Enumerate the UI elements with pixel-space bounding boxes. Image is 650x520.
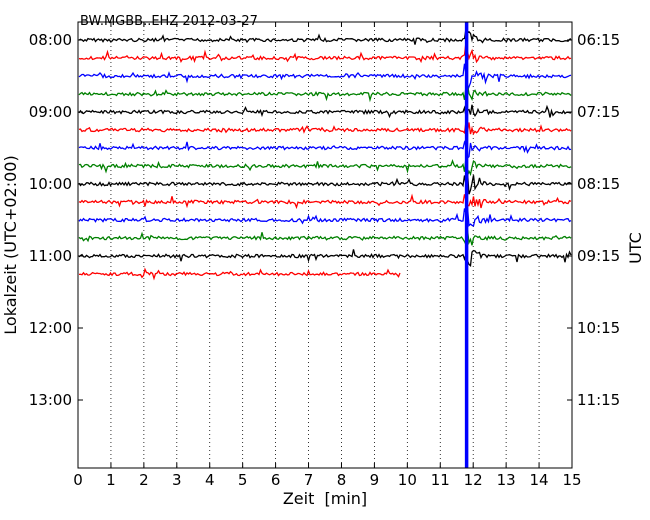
seismic-trace xyxy=(78,104,572,119)
right-tick-label: 07:15 xyxy=(577,103,620,121)
x-tick-label: 5 xyxy=(238,471,248,489)
grid-lines xyxy=(110,22,540,468)
y-axis-label-left: Lokalzeit (UTC+02:00) xyxy=(1,155,20,334)
x-tick-label: 11 xyxy=(431,471,450,489)
right-tick-label: 08:15 xyxy=(577,175,620,193)
x-axis: 0 1 2 3 4 5 6 7 8 9 10 11 12 13 14 15 xyxy=(73,22,582,489)
x-tick-label: 12 xyxy=(464,471,483,489)
seismic-trace xyxy=(78,157,572,177)
seismic-trace xyxy=(78,207,572,227)
x-tick-label: 15 xyxy=(562,471,581,489)
left-tick-label: 12:00 xyxy=(29,319,72,337)
seismic-trace xyxy=(78,121,572,136)
y-axis-label-right: UTC xyxy=(626,232,645,264)
x-tick-label: 10 xyxy=(398,471,417,489)
x-tick-label: 1 xyxy=(106,471,116,489)
x-tick-label: 14 xyxy=(530,471,549,489)
left-tick-label: 09:00 xyxy=(29,103,72,121)
seismic-trace xyxy=(78,26,572,45)
x-tick-label: 3 xyxy=(172,471,182,489)
left-tick-label: 13:00 xyxy=(29,391,72,409)
seismic-trace xyxy=(78,249,572,268)
trace-layer xyxy=(78,26,572,281)
left-tick-label: 10:00 xyxy=(29,175,72,193)
seismic-trace xyxy=(78,172,572,195)
right-tick-label: 06:15 xyxy=(577,31,620,49)
right-axis: 06:15 07:15 08:15 09:15 10:15 11:15 xyxy=(567,31,620,409)
right-tick-label: 10:15 xyxy=(577,319,620,337)
seismic-trace xyxy=(78,82,572,103)
right-tick-label: 09:15 xyxy=(577,247,620,265)
plot-frame xyxy=(77,21,573,469)
seismic-trace xyxy=(78,229,572,248)
x-tick-label: 4 xyxy=(205,471,215,489)
seismic-trace xyxy=(78,63,572,92)
x-tick-label: 9 xyxy=(370,471,380,489)
x-tick-label: 2 xyxy=(139,471,149,489)
left-tick-label: 11:00 xyxy=(29,247,72,265)
seismic-trace xyxy=(78,267,401,281)
x-axis-label: Zeit [min] xyxy=(283,489,367,508)
right-tick-label: 11:15 xyxy=(577,391,620,409)
x-tick-label: 6 xyxy=(271,471,281,489)
x-tick-label: 0 xyxy=(73,471,83,489)
x-tick-label: 7 xyxy=(304,471,314,489)
left-axis: 08:00 09:00 10:00 11:00 12:00 13:00 xyxy=(29,31,83,409)
seismic-trace xyxy=(78,140,572,160)
left-tick-label: 08:00 xyxy=(29,31,72,49)
seismic-trace xyxy=(78,41,572,64)
x-tick-label: 8 xyxy=(337,471,347,489)
seismic-trace xyxy=(78,193,572,210)
x-tick-label: 13 xyxy=(497,471,516,489)
